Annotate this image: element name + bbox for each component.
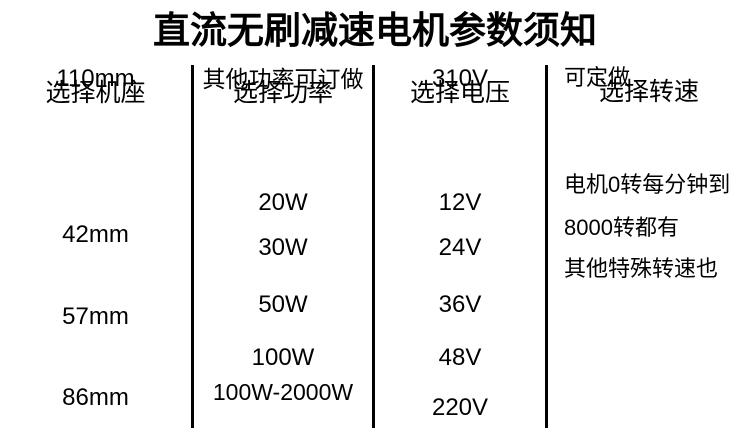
voltage-option[interactable]: 220V [431,394,489,421]
speed-note-line: 其他特殊转速也 [564,256,719,281]
power-option[interactable]: 20W [258,189,308,216]
column-header-frame-size: 选择机座 [45,79,146,107]
column-header-speed: 选择转速 [598,78,699,106]
voltage-option[interactable]: 36V [438,291,482,318]
voltage-option[interactable]: 24V [438,234,482,261]
page-title: 直流无刷减速电机参数须知 [153,10,597,51]
power-option[interactable]: 100W [251,344,315,371]
column-speed: 选择转速 电机0转每分钟到 8000转都有 其他特殊转速也 可定做 [548,65,750,428]
column-header-voltage: 选择电压 [409,79,510,107]
column-header-power: 选择功率 [232,79,333,107]
speed-note-line: 电机0转每分钟到 [564,172,731,197]
frame-size-option[interactable]: 110mm [56,65,135,92]
voltage-option[interactable]: 48V [438,344,482,371]
voltage-option[interactable]: 12V [438,189,482,216]
frame-size-option[interactable]: 86mm [62,384,129,411]
column-divider-1 [191,65,194,428]
power-option-range[interactable]: 100W-2000W [212,379,354,405]
column-voltage: 选择电压 12V 24V 36V 48V 220V 310V [375,65,545,428]
power-option[interactable]: 50W [258,291,308,318]
frame-size-option[interactable]: 57mm [62,303,129,330]
power-option[interactable]: 30W [258,234,308,261]
speed-note-line: 可定做 [564,65,631,90]
power-custom-note: 其他功率可订做 [202,66,364,92]
column-power: 选择功率 20W 30W 50W 100W 100W-2000W 其他功率可订做 [194,65,372,428]
frame-size-option[interactable]: 42mm [62,221,129,248]
column-divider-2 [372,65,375,428]
voltage-option[interactable]: 310V [431,65,489,92]
column-frame-size: 选择机座 42mm 57mm 86mm 110mm [0,65,191,428]
speed-note-line: 8000转都有 [564,215,679,240]
column-divider-3 [545,65,548,428]
